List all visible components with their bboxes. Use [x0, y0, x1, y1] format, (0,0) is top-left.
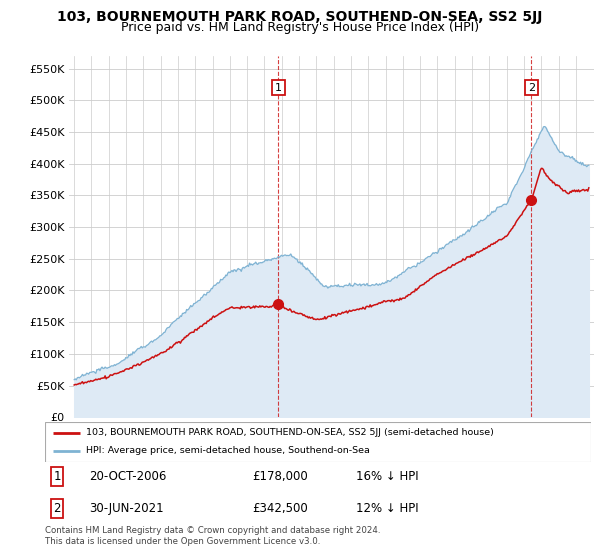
Text: 30-JUN-2021: 30-JUN-2021 — [89, 502, 163, 515]
Text: £178,000: £178,000 — [253, 470, 308, 483]
Text: 2: 2 — [53, 502, 61, 515]
Text: 20-OCT-2006: 20-OCT-2006 — [89, 470, 166, 483]
Text: 1: 1 — [275, 83, 282, 93]
Text: 2: 2 — [527, 83, 535, 93]
Text: HPI: Average price, semi-detached house, Southend-on-Sea: HPI: Average price, semi-detached house,… — [86, 446, 370, 455]
Text: 1: 1 — [53, 470, 61, 483]
Text: 103, BOURNEMOUTH PARK ROAD, SOUTHEND-ON-SEA, SS2 5JJ (semi-detached house): 103, BOURNEMOUTH PARK ROAD, SOUTHEND-ON-… — [86, 428, 494, 437]
Text: 16% ↓ HPI: 16% ↓ HPI — [356, 470, 419, 483]
Text: Price paid vs. HM Land Registry's House Price Index (HPI): Price paid vs. HM Land Registry's House … — [121, 21, 479, 34]
Text: Contains HM Land Registry data © Crown copyright and database right 2024.
This d: Contains HM Land Registry data © Crown c… — [45, 526, 380, 546]
Text: 103, BOURNEMOUTH PARK ROAD, SOUTHEND-ON-SEA, SS2 5JJ: 103, BOURNEMOUTH PARK ROAD, SOUTHEND-ON-… — [58, 10, 542, 24]
Text: 12% ↓ HPI: 12% ↓ HPI — [356, 502, 419, 515]
Text: £342,500: £342,500 — [253, 502, 308, 515]
